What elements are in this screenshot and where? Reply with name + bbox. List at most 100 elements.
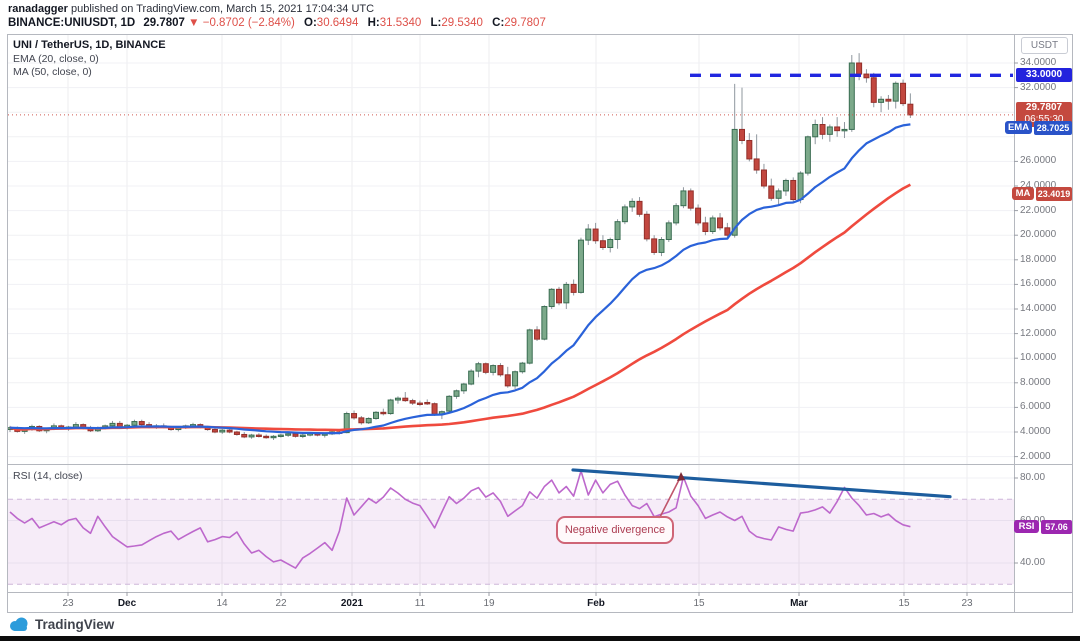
candle-body xyxy=(402,397,409,402)
candle-body xyxy=(731,128,738,236)
candle-body xyxy=(863,73,870,79)
candle-body xyxy=(211,429,218,433)
candle-body xyxy=(373,411,379,419)
candle-body xyxy=(299,434,306,437)
candle-body xyxy=(519,362,526,373)
annotation-arrow-line xyxy=(658,475,682,520)
candle-body xyxy=(233,431,240,435)
candle-body xyxy=(585,228,592,241)
candle-body xyxy=(746,139,753,160)
candle-body xyxy=(270,435,277,439)
candle-body xyxy=(131,421,138,426)
candle-body xyxy=(760,169,767,187)
candle-body xyxy=(651,238,658,253)
candle-body xyxy=(709,217,716,233)
candle-body xyxy=(343,413,350,434)
candle-body xyxy=(621,206,628,223)
candle-body xyxy=(768,185,775,199)
ema20-line xyxy=(9,123,911,435)
candle-body xyxy=(797,172,804,201)
candle-body xyxy=(673,205,680,224)
candle-body xyxy=(351,413,358,419)
candle-body xyxy=(636,200,643,215)
candle-body xyxy=(380,411,387,415)
candle-body xyxy=(365,417,372,424)
candle-body xyxy=(460,383,467,392)
candle-body xyxy=(819,124,826,135)
chart-frame xyxy=(7,34,1073,613)
candle-body xyxy=(497,365,504,376)
candle-body xyxy=(424,401,431,405)
candle-body xyxy=(570,283,577,293)
candle-body xyxy=(255,434,262,437)
candle-body xyxy=(892,82,899,102)
candle-body xyxy=(900,82,907,105)
candle-body xyxy=(475,363,482,372)
candle-body xyxy=(490,365,497,373)
candle-body xyxy=(614,221,621,241)
candle-body xyxy=(446,395,453,412)
candle-body xyxy=(285,433,292,436)
candle-body xyxy=(512,371,519,387)
annotation-arrow-head xyxy=(677,472,685,481)
divergence-trendline xyxy=(571,468,952,499)
candle-body xyxy=(599,240,606,249)
candle-body xyxy=(629,200,636,208)
candle-body xyxy=(241,433,248,438)
candle-body xyxy=(739,128,745,141)
candle-body xyxy=(482,363,489,373)
candle-body xyxy=(226,429,233,433)
candle-body xyxy=(468,370,475,385)
candle-body xyxy=(702,222,709,233)
candle-body xyxy=(358,417,365,424)
candle-body xyxy=(841,128,848,132)
candle-body xyxy=(665,222,672,241)
candle-body xyxy=(416,402,423,405)
candle-body xyxy=(834,126,841,132)
candle-body xyxy=(724,227,731,236)
candle-body xyxy=(826,126,833,135)
candle-body xyxy=(534,329,541,340)
candle-body xyxy=(248,434,255,438)
candle-body xyxy=(870,77,877,103)
candle-body xyxy=(556,288,562,304)
candle-body xyxy=(592,228,599,242)
candle-body xyxy=(804,136,811,174)
candle-body xyxy=(848,62,855,130)
candle-body xyxy=(782,179,789,192)
candle-body xyxy=(541,306,548,340)
candle-body xyxy=(878,98,885,103)
candle-body xyxy=(680,190,687,207)
candle-body xyxy=(138,421,145,426)
candle-body xyxy=(907,103,914,116)
candle-body xyxy=(387,399,394,415)
candle-body xyxy=(109,422,116,427)
rsi-line xyxy=(9,470,911,569)
candle-body xyxy=(263,435,270,439)
candle-body xyxy=(717,217,724,229)
candle-body xyxy=(643,213,650,240)
candle-body xyxy=(885,98,892,102)
candle-body xyxy=(526,329,533,364)
candle-body xyxy=(292,433,299,437)
candle-body xyxy=(431,403,438,415)
candle-body xyxy=(577,239,584,293)
candle-body xyxy=(563,283,570,304)
candle-body xyxy=(687,190,694,209)
candle-body xyxy=(753,158,760,171)
candle-body xyxy=(775,190,782,199)
candle-body xyxy=(856,62,863,75)
candle-body xyxy=(548,288,555,308)
candle-body xyxy=(658,239,665,253)
candle-body xyxy=(219,429,226,433)
candle-body xyxy=(277,434,284,437)
candle-body xyxy=(812,124,819,138)
candle-body xyxy=(409,400,416,404)
candle-body xyxy=(607,239,614,249)
candle-body xyxy=(394,397,401,401)
candle-body xyxy=(453,390,460,397)
candle-body xyxy=(504,374,511,387)
candle-body xyxy=(790,179,797,201)
